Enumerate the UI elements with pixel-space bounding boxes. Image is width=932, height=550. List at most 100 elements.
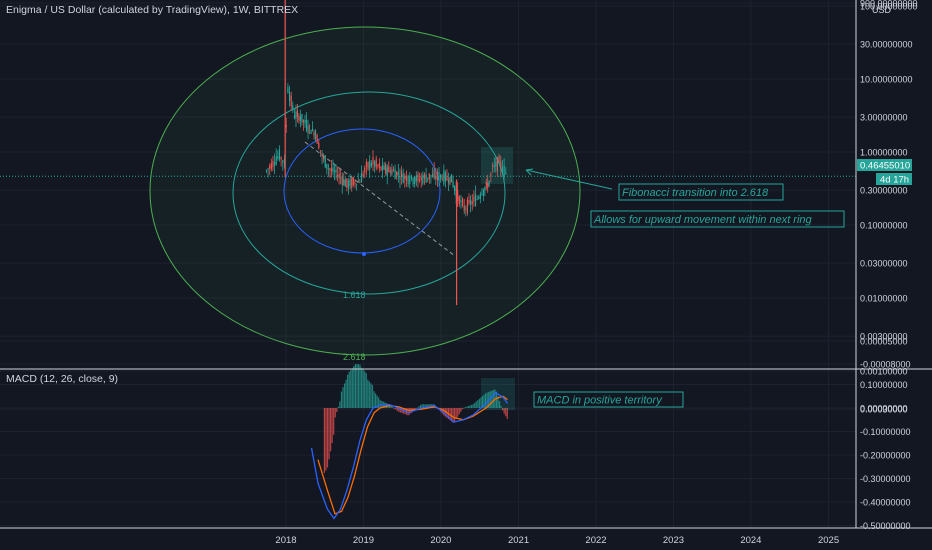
fib-trend-line[interactable] <box>304 141 456 257</box>
macd-histogram-bar <box>398 408 400 412</box>
time-axis-label: 2021 <box>508 535 529 546</box>
price-candle <box>338 173 340 178</box>
price-candle <box>449 177 451 184</box>
price-candle <box>354 182 356 185</box>
price-candle <box>382 164 384 171</box>
macd-note-box[interactable] <box>533 391 684 408</box>
fib-ring-1000[interactable] <box>283 128 441 254</box>
macd-histogram-bar <box>364 371 366 408</box>
price-axis-label: 0.00300000 <box>860 332 908 342</box>
macd-histogram-bar <box>357 364 360 408</box>
price-candle <box>327 168 330 170</box>
price-candle <box>310 130 312 134</box>
macd-histogram-bar <box>331 408 333 443</box>
price-candle <box>336 174 339 177</box>
time-axis-label: 2022 <box>585 535 606 546</box>
price-candle <box>329 168 331 170</box>
price-candle <box>447 179 450 184</box>
macd-histogram-bar <box>376 395 378 408</box>
price-candle <box>404 175 406 180</box>
macd-histogram-bar <box>466 406 468 408</box>
fib-ring-1618[interactable] <box>232 91 506 295</box>
price-candle <box>498 156 500 163</box>
countdown-value: 4d 17h <box>880 175 909 186</box>
price-axis-label: 3.00000000 <box>860 113 908 123</box>
macd-histogram-bar <box>353 365 355 408</box>
time-axis-label: 2024 <box>740 535 761 546</box>
price-candle <box>372 156 374 165</box>
macd-histogram-bar <box>333 408 335 435</box>
time-axis-label: 2018 <box>275 535 296 546</box>
price-candle <box>490 173 492 176</box>
macd-histogram-bar <box>390 405 392 408</box>
fib-note-box[interactable] <box>618 183 784 201</box>
price-candle <box>319 150 322 151</box>
macd-histogram-bar <box>323 408 326 473</box>
price-candle <box>473 196 475 202</box>
macd-histogram-bar <box>337 406 339 408</box>
ring-note: Allows for upward movement within next r… <box>593 214 813 226</box>
macd-histogram-bar <box>336 408 338 413</box>
macd-histogram-bar <box>426 404 428 408</box>
price-candle <box>270 163 272 170</box>
price-candle <box>313 132 315 136</box>
price-candle <box>501 166 504 174</box>
price-candle <box>450 174 453 183</box>
ring-note-box[interactable] <box>590 210 845 228</box>
macd-histogram-bar <box>388 404 391 408</box>
macd-histogram-bar <box>381 400 383 408</box>
time-axis-label: 2020 <box>430 535 451 546</box>
macd-histogram-bar <box>471 404 473 408</box>
price-candle <box>463 205 465 212</box>
price-candle <box>417 174 419 182</box>
price-candle <box>380 166 382 170</box>
price-candle <box>277 156 279 159</box>
price-candle <box>346 178 348 188</box>
annotation-arrow[interactable] <box>525 169 613 190</box>
macd-line[interactable] <box>310 391 509 520</box>
signal-line[interactable] <box>317 395 508 515</box>
price-candle <box>405 176 408 181</box>
macd-histogram-bar <box>328 408 330 460</box>
price-candle <box>364 167 366 173</box>
price-candle <box>377 165 379 166</box>
macd-histogram-bar <box>407 408 409 416</box>
macd-histogram-bar <box>460 408 462 412</box>
price-candle <box>273 161 276 166</box>
price-candle <box>415 175 417 182</box>
price-candle <box>396 171 398 178</box>
price-candle <box>446 176 448 181</box>
macd-histogram-bar <box>478 398 481 408</box>
macd-histogram-bar <box>354 364 357 408</box>
price-candle <box>293 115 296 119</box>
macd-histogram-bar <box>356 364 358 408</box>
price-candle <box>414 177 416 185</box>
price-candle <box>308 126 311 127</box>
price-candle <box>481 193 483 195</box>
price-candle <box>412 177 414 185</box>
price-candle <box>440 174 442 180</box>
price-candle <box>352 177 354 186</box>
price-candle <box>495 161 497 167</box>
price-candle <box>474 194 477 206</box>
price-candle <box>425 174 427 183</box>
price-axis-label: 0.00100000 <box>860 367 908 377</box>
macd-histogram-bar <box>443 408 445 416</box>
macd-histogram-bar <box>461 408 463 410</box>
price-candle <box>301 113 303 123</box>
fib-ring-anchor[interactable] <box>362 252 366 256</box>
fib-ring-2618[interactable] <box>149 26 581 356</box>
macd-histogram-bar <box>350 370 352 408</box>
macd-histogram-bar <box>419 404 422 408</box>
macd-histogram-bar <box>351 368 353 408</box>
price-axis-label: -0.00008000 <box>860 360 911 370</box>
macd-axis-label: 0.00000000 <box>860 404 908 414</box>
price-candle <box>362 173 364 177</box>
price-candle <box>318 142 320 149</box>
price-candle <box>367 161 369 169</box>
price-tag <box>857 159 912 171</box>
recent-range-highlight[interactable] <box>481 147 513 184</box>
price-candle <box>296 110 299 117</box>
